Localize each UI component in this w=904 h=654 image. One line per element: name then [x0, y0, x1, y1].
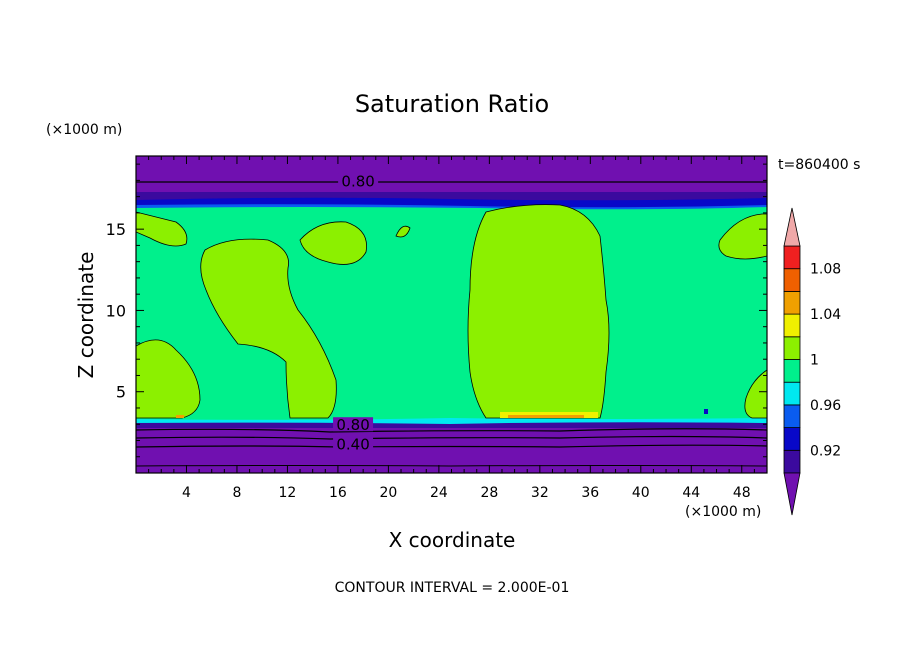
contour-line-1: [136, 428, 767, 433]
contour-label-bg: [338, 173, 379, 188]
y-tick-label: 15: [106, 220, 126, 239]
contour-interval-label: CONTOUR INTERVAL = 2.000E-01: [335, 580, 570, 596]
spot-blue: [704, 409, 708, 414]
contour-line-4: [136, 465, 767, 467]
x-tick-label: 12: [279, 485, 297, 501]
colorbar-tick-label: 1.04: [810, 307, 841, 323]
lower-dry-layer: [136, 424, 767, 473]
colorbar-swatch: [783, 359, 801, 383]
contour-label: 0.80: [336, 416, 369, 434]
contour-labels: 0.80 0.80 0.40: [333, 172, 379, 454]
colorbar-swatch: [783, 381, 801, 406]
y-axis-ticks: [136, 163, 767, 458]
colorbar-swatch: [783, 404, 801, 428]
patch-top-left: [136, 211, 188, 247]
colorbar-swatch: [783, 313, 801, 338]
contour-label: 0.80: [341, 172, 374, 190]
x-tick-label: 8: [232, 485, 241, 501]
colorbar-swatch: [783, 268, 801, 292]
x-tick-label: 20: [379, 485, 397, 501]
patch-left-tower: [200, 238, 337, 419]
colorbar: [783, 207, 801, 516]
x-tick-label: 36: [581, 485, 599, 501]
spot-orange-left: [176, 415, 184, 418]
colorbar-swatch: [783, 336, 801, 360]
contour-label-bg: [333, 417, 374, 432]
x-tick-label: 44: [682, 485, 700, 501]
contour-line-2: [136, 435, 767, 440]
x-tick-label: 48: [733, 485, 751, 501]
x-tick-label: 4: [182, 485, 191, 501]
lower-dark-band: [136, 422, 767, 428]
y-tick-label: 5: [116, 383, 126, 402]
colorbar-tick-label: 1.08: [810, 262, 841, 278]
y-axis-label: Z coordinate: [74, 252, 98, 379]
x-tick-label: 32: [531, 485, 549, 501]
x-axis-label: X coordinate: [389, 528, 516, 552]
colorbar-swatch: [783, 245, 801, 270]
colorbar-swatch: [783, 449, 801, 474]
patch-small-cloud: [299, 221, 367, 265]
y-tick-label: 10: [106, 301, 126, 320]
contour-label: 0.40: [336, 436, 369, 454]
patch-top-right: [718, 213, 767, 260]
patch-tiny-cloud: [395, 225, 411, 238]
patch-bottom-right: [744, 369, 767, 419]
colorbar-swatch: [783, 427, 801, 451]
colorbar-labels: 0.92 0.96 1 1.04 1.08: [810, 262, 841, 460]
contour-label-bg: [333, 436, 374, 451]
x-tick-label: 28: [480, 485, 498, 501]
y-axis-tick-labels: 5 10 15: [106, 220, 126, 402]
patch-bottom-left: [136, 339, 201, 419]
time-label: t=860400 s: [778, 157, 860, 173]
patch-saturated-column: [467, 204, 610, 419]
colorbar-over-arrow: [783, 207, 801, 247]
x-axis-tick-labels: 4 8 12 16 20 24 28 32 36 40 44 48: [182, 485, 751, 501]
x-tick-label: 24: [430, 485, 448, 501]
x-axis-ticks: [148, 156, 755, 473]
colorbar-tick-label: 1: [810, 353, 819, 369]
colorbar-tick-label: 0.96: [810, 398, 841, 414]
x-unit-label: (×1000 m): [685, 504, 761, 520]
chart-title: Saturation Ratio: [355, 90, 549, 118]
x-tick-label: 16: [329, 485, 347, 501]
colorbar-tick-label: 0.92: [810, 443, 841, 459]
spot-orange: [508, 415, 584, 418]
z-unit-label: (×1000 m): [46, 122, 122, 138]
contour-field: 0.80 0.80 0.40: [136, 156, 767, 473]
colorbar-swatch: [783, 290, 801, 315]
contour-line-3: [136, 444, 767, 448]
colorbar-under-arrow: [783, 472, 801, 516]
x-tick-label: 40: [632, 485, 650, 501]
